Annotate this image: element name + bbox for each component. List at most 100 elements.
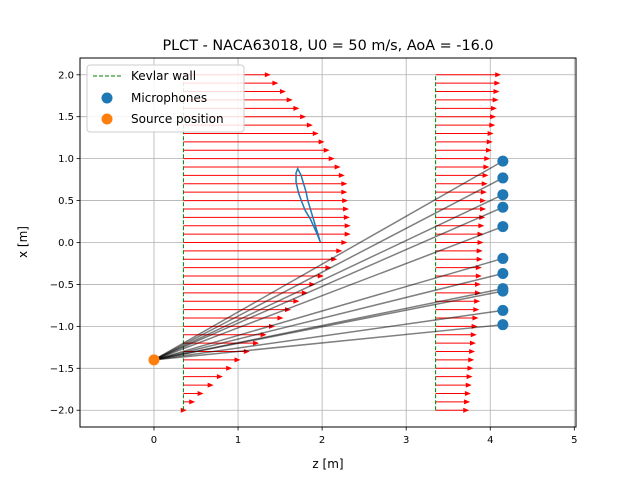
velocity-arrow-head <box>334 164 341 170</box>
acoustic-ray <box>153 194 504 361</box>
acoustic-ray <box>153 309 503 361</box>
acoustic-ray <box>153 225 504 361</box>
velocity-arrow-head <box>343 206 350 212</box>
velocity-arrow-head <box>466 374 473 380</box>
velocity-arrow-head <box>492 97 499 103</box>
velocity-arrow-head <box>489 122 496 128</box>
y-tick-label: −0.5 <box>50 280 74 291</box>
velocity-arrow-head <box>318 139 325 145</box>
velocity-arrow-head <box>487 130 494 136</box>
acoustic-ray <box>153 177 504 361</box>
velocity-arrow-head <box>481 181 488 187</box>
velocity-arrow-head <box>293 105 300 111</box>
acoustic-ray <box>153 160 504 361</box>
velocity-arrow-head <box>477 240 484 245</box>
microphone-point <box>497 221 509 233</box>
y-tick-label: 1.0 <box>58 154 74 165</box>
velocity-arrow-head <box>226 365 233 371</box>
velocity-arrow-head <box>463 407 470 413</box>
velocity-arrow-head <box>480 189 487 195</box>
x-axis-label: z [m] <box>312 457 343 471</box>
velocity-arrow-head <box>293 298 300 304</box>
y-tick-label: −1.0 <box>50 322 74 333</box>
velocity-arrow-head <box>464 390 471 396</box>
velocity-arrow-head <box>269 323 276 329</box>
airfoil-outline <box>295 166 322 243</box>
microphone-point <box>497 189 509 201</box>
y-tick-label: −2.0 <box>50 406 74 417</box>
velocity-arrow-head <box>480 198 487 204</box>
velocity-arrow-head <box>465 382 472 388</box>
velocity-arrow-head <box>317 273 324 279</box>
velocity-arrow-head <box>189 399 196 405</box>
x-tick-label: 1 <box>235 435 241 446</box>
chart-title: PLCT - NACA63018, U0 = 50 m/s, AoA = -16… <box>162 38 493 54</box>
ticks: 0 1 2 3 4 5 −2.0 −1.5 −1.0 −0.5 0.0 0.5 1.0 1.5 2.0 <box>50 70 578 446</box>
velocity-arrow-head <box>478 223 485 229</box>
microphone-point <box>497 172 509 184</box>
velocity-arrow-head <box>279 89 286 95</box>
y-tick-label: 1.5 <box>58 112 74 123</box>
velocity-arrow-head <box>490 114 497 120</box>
velocity-arrow-head <box>328 156 335 162</box>
y-tick-label: 0.0 <box>58 238 74 249</box>
velocity-arrow-head <box>475 273 482 279</box>
microphone-point <box>497 268 509 280</box>
acoustic-ray <box>153 257 504 361</box>
y-tick-label: 0.5 <box>58 196 74 207</box>
velocity-arrow-head <box>483 164 490 170</box>
x-tick-label: 4 <box>487 435 493 446</box>
velocity-arrow-head <box>494 80 501 86</box>
velocity-arrow-head <box>476 248 483 254</box>
velocity-arrow-head <box>216 374 223 380</box>
velocity-arrow-head <box>490 105 497 111</box>
x-tick-label: 5 <box>571 435 577 446</box>
legend-source-position-label: Source position <box>131 112 224 126</box>
source-position-point <box>148 354 160 366</box>
velocity-arrow-head <box>207 382 214 388</box>
acoustic-ray <box>153 290 504 361</box>
legend-box <box>86 64 245 133</box>
velocity-arrow-head <box>474 298 481 304</box>
velocity-arrow-head <box>264 72 271 78</box>
microphone-point <box>497 252 509 264</box>
velocity-arrow-head <box>286 97 293 103</box>
x-tick-label: 2 <box>319 435 325 446</box>
velocity-arrow-head <box>234 357 241 363</box>
velocity-arrow-head <box>486 139 493 145</box>
velocity-arrow-head <box>344 231 351 237</box>
microphone-point <box>497 285 509 297</box>
velocity-arrow-head <box>464 399 471 405</box>
velocity-arrow-head <box>476 256 483 262</box>
y-axis-label: x [m] <box>16 226 30 258</box>
velocity-arrow-head <box>495 72 502 78</box>
velocity-arrow-head <box>480 206 487 212</box>
velocity-arrow-head <box>341 189 348 195</box>
velocity-arrow-head <box>341 240 348 245</box>
velocity-arrow-head <box>338 172 345 178</box>
velocity-arrow-head <box>253 340 260 346</box>
velocity-arrow-head <box>493 89 500 95</box>
velocity-arrow-head <box>323 147 330 153</box>
velocity-arrow-head <box>342 198 349 204</box>
velocity-arrow-head <box>344 223 351 229</box>
velocity-arrow-head <box>336 248 343 254</box>
velocity-arrow-head <box>482 172 489 178</box>
microphone-point <box>497 319 509 331</box>
velocity-arrow-head <box>467 365 474 371</box>
x-tick-label: 0 <box>151 435 157 446</box>
velocity-arrow-head <box>479 214 486 220</box>
legend-microphones-marker <box>101 92 113 104</box>
velocity-arrow-head <box>473 307 480 313</box>
velocity-arrow-head <box>341 181 348 187</box>
velocity-arrow-head <box>306 122 313 128</box>
legend-microphones-label: Microphones <box>131 91 207 105</box>
velocity-arrow-head <box>470 332 477 338</box>
x-tick-label: 3 <box>403 435 409 446</box>
velocity-arrow-head <box>472 315 479 321</box>
velocity-arrow-head <box>272 80 279 86</box>
y-tick-label: 2.0 <box>58 70 74 81</box>
velocity-arrow-head <box>468 357 475 363</box>
legend: Kevlar wall Microphones Source position <box>86 64 245 133</box>
